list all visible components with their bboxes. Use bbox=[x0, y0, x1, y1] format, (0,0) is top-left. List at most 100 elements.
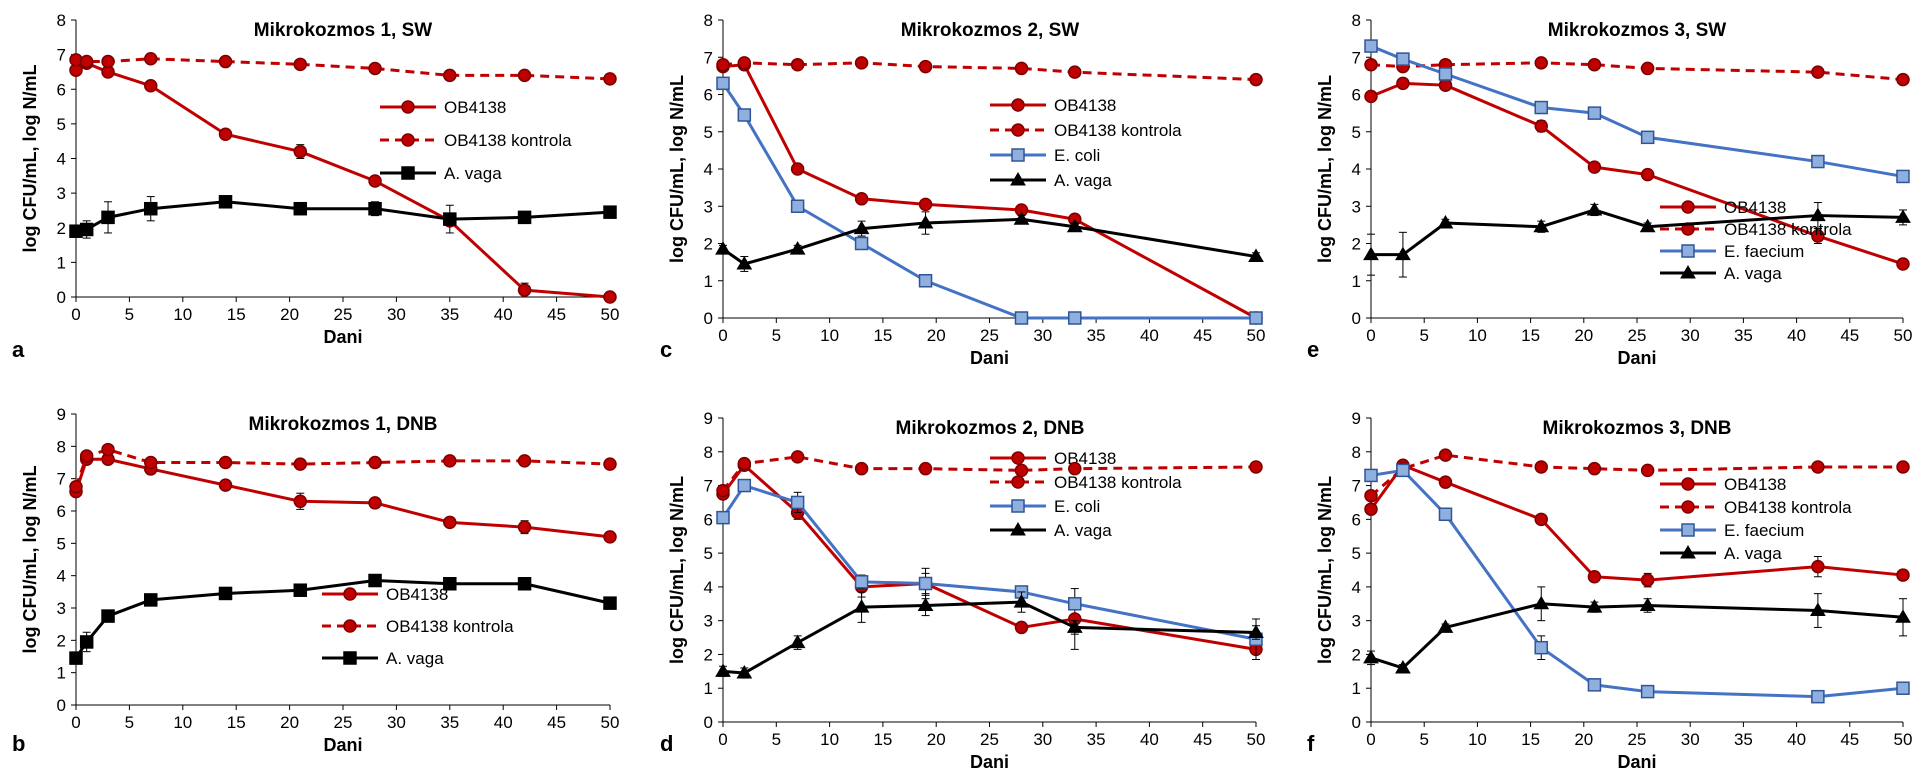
data-point bbox=[293, 57, 308, 72]
x-tick-label: 50 bbox=[601, 713, 620, 732]
data-point bbox=[1014, 311, 1029, 325]
data-point bbox=[603, 72, 617, 86]
legend-entry: A. vaga bbox=[322, 649, 444, 668]
x-tick-label: 10 bbox=[820, 730, 839, 749]
data-point bbox=[1395, 246, 1411, 261]
x-tick-label: 15 bbox=[1521, 730, 1540, 749]
data-point bbox=[144, 593, 158, 607]
data-point bbox=[1533, 595, 1550, 610]
series-a-vaga bbox=[715, 591, 1264, 679]
legend-marker bbox=[1681, 244, 1695, 258]
x-axis-label: Dani bbox=[323, 735, 362, 755]
data-point bbox=[443, 454, 457, 468]
legend-label: OB4138 bbox=[1724, 475, 1786, 494]
legend-entry: OB4138 bbox=[1660, 475, 1786, 494]
x-axis-label: Dani bbox=[970, 348, 1009, 368]
y-tick-label: 5 bbox=[1352, 544, 1361, 563]
legend-entry: OB4138 kontrola bbox=[380, 131, 572, 150]
legend-entry: OB4138 kontrola bbox=[1660, 498, 1852, 517]
legend-entry: A. vaga bbox=[1660, 544, 1782, 563]
panel-letter: e bbox=[1307, 337, 1319, 362]
data-point bbox=[69, 480, 83, 494]
x-tick-label: 20 bbox=[280, 713, 299, 732]
legend-entry: A. vaga bbox=[990, 171, 1112, 190]
data-point bbox=[790, 57, 805, 72]
y-tick-label: 0 bbox=[57, 288, 66, 307]
y-tick-label: 5 bbox=[57, 534, 66, 553]
x-tick-label: 15 bbox=[227, 713, 246, 732]
y-tick-label: 7 bbox=[57, 46, 66, 65]
y-tick-label: 6 bbox=[57, 502, 66, 521]
series-ob4138 bbox=[1364, 458, 1910, 588]
x-tick-label: 45 bbox=[1840, 326, 1859, 345]
y-tick-label: 2 bbox=[1352, 235, 1361, 254]
y-tick-label: 0 bbox=[704, 309, 713, 328]
y-tick-label: 8 bbox=[1352, 443, 1361, 462]
x-tick-label: 50 bbox=[1894, 326, 1913, 345]
data-point bbox=[1895, 609, 1911, 623]
y-axis-label: log CFU/mL, log N/mL bbox=[667, 75, 687, 263]
data-point bbox=[1364, 89, 1378, 104]
x-tick-label: 40 bbox=[494, 713, 513, 732]
data-point bbox=[69, 651, 83, 665]
series-line bbox=[721, 455, 1257, 492]
x-tick-label: 35 bbox=[1734, 730, 1753, 749]
data-point bbox=[1363, 246, 1379, 261]
legend-label: OB4138 kontrola bbox=[1724, 220, 1852, 239]
series-line bbox=[1371, 208, 1904, 257]
data-point bbox=[918, 461, 933, 476]
legend-entry: A. vaga bbox=[380, 164, 502, 183]
data-point bbox=[603, 290, 617, 304]
y-tick-label: 1 bbox=[57, 253, 66, 272]
legend-label: OB4138 kontrola bbox=[386, 617, 514, 636]
x-tick-label: 25 bbox=[980, 326, 999, 345]
data-point bbox=[1534, 460, 1548, 474]
legend-entry: E. coli bbox=[990, 146, 1100, 165]
x-tick-label: 30 bbox=[387, 713, 406, 732]
data-point bbox=[1438, 475, 1453, 489]
series-ob4138-kontrola bbox=[69, 52, 617, 86]
x-tick-label: 10 bbox=[173, 305, 192, 324]
data-point bbox=[79, 222, 94, 237]
x-tick-label: 30 bbox=[1681, 326, 1700, 345]
data-point bbox=[144, 455, 158, 470]
series-line bbox=[722, 61, 1257, 82]
y-axis-label: log CFU/mL, log N/mL bbox=[667, 476, 687, 664]
x-tick-label: 0 bbox=[1366, 326, 1375, 345]
series-a-vaga bbox=[1363, 201, 1911, 278]
legend-label: OB4138 bbox=[1054, 449, 1116, 468]
data-point bbox=[1363, 649, 1379, 664]
data-point bbox=[1586, 201, 1603, 216]
data-point bbox=[79, 449, 94, 463]
y-tick-label: 3 bbox=[1352, 197, 1361, 216]
data-point bbox=[293, 201, 308, 216]
legend-entry: OB4138 bbox=[990, 96, 1116, 115]
series-ob4138-kontrola bbox=[1364, 56, 1910, 87]
y-tick-label: 2 bbox=[57, 219, 66, 238]
data-point bbox=[443, 515, 457, 530]
data-point bbox=[1014, 620, 1029, 635]
series-line bbox=[75, 57, 611, 81]
data-point bbox=[368, 455, 382, 470]
data-point bbox=[1534, 56, 1548, 70]
legend-label: A. vaga bbox=[1054, 521, 1112, 540]
y-tick-label: 8 bbox=[57, 11, 66, 30]
y-tick-label: 4 bbox=[704, 160, 713, 179]
data-point bbox=[1364, 39, 1378, 53]
x-tick-label: 10 bbox=[1468, 730, 1487, 749]
y-tick-label: 3 bbox=[704, 197, 713, 216]
legend-entry: OB4138 kontrola bbox=[990, 121, 1182, 140]
data-point bbox=[1013, 594, 1030, 608]
y-tick-label: 7 bbox=[57, 470, 66, 489]
x-tick-label: 20 bbox=[927, 326, 946, 345]
x-tick-label: 15 bbox=[873, 730, 892, 749]
legend-label: E. faecium bbox=[1724, 521, 1804, 540]
y-axis-label: log CFU/mL, log N/mL bbox=[1315, 476, 1335, 664]
x-tick-label: 20 bbox=[927, 730, 946, 749]
x-tick-label: 15 bbox=[873, 326, 892, 345]
data-point bbox=[854, 56, 869, 70]
x-tick-label: 30 bbox=[1681, 730, 1700, 749]
x-tick-label: 45 bbox=[547, 305, 566, 324]
